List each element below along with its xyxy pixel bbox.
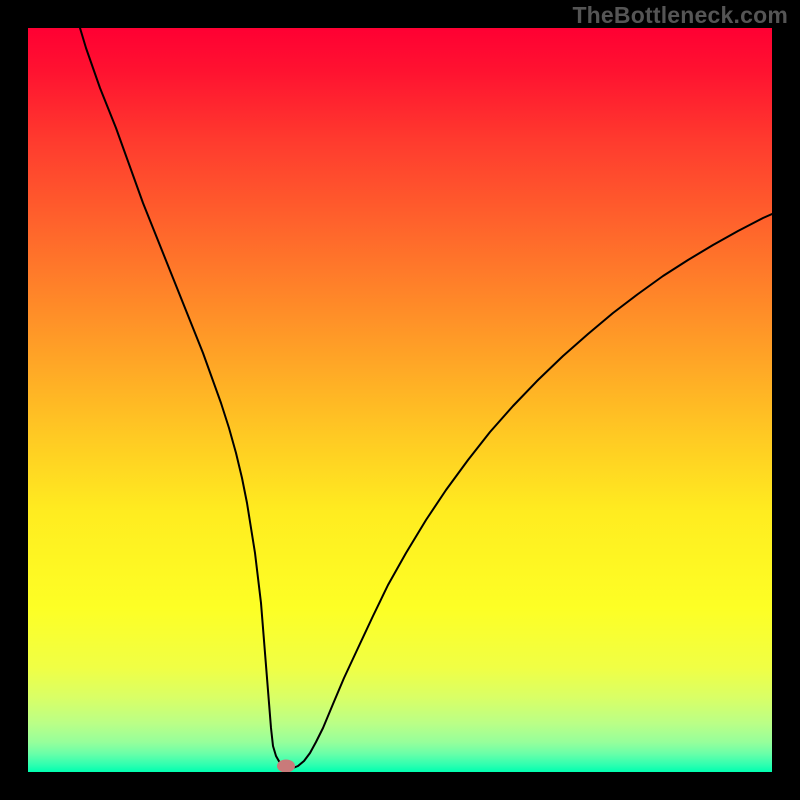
chart-svg [28, 28, 772, 772]
plot-area [28, 28, 772, 772]
chart-frame: TheBottleneck.com [0, 0, 800, 800]
minimum-marker [277, 760, 295, 773]
watermark-text: TheBottleneck.com [572, 2, 788, 29]
gradient-background [28, 28, 772, 772]
